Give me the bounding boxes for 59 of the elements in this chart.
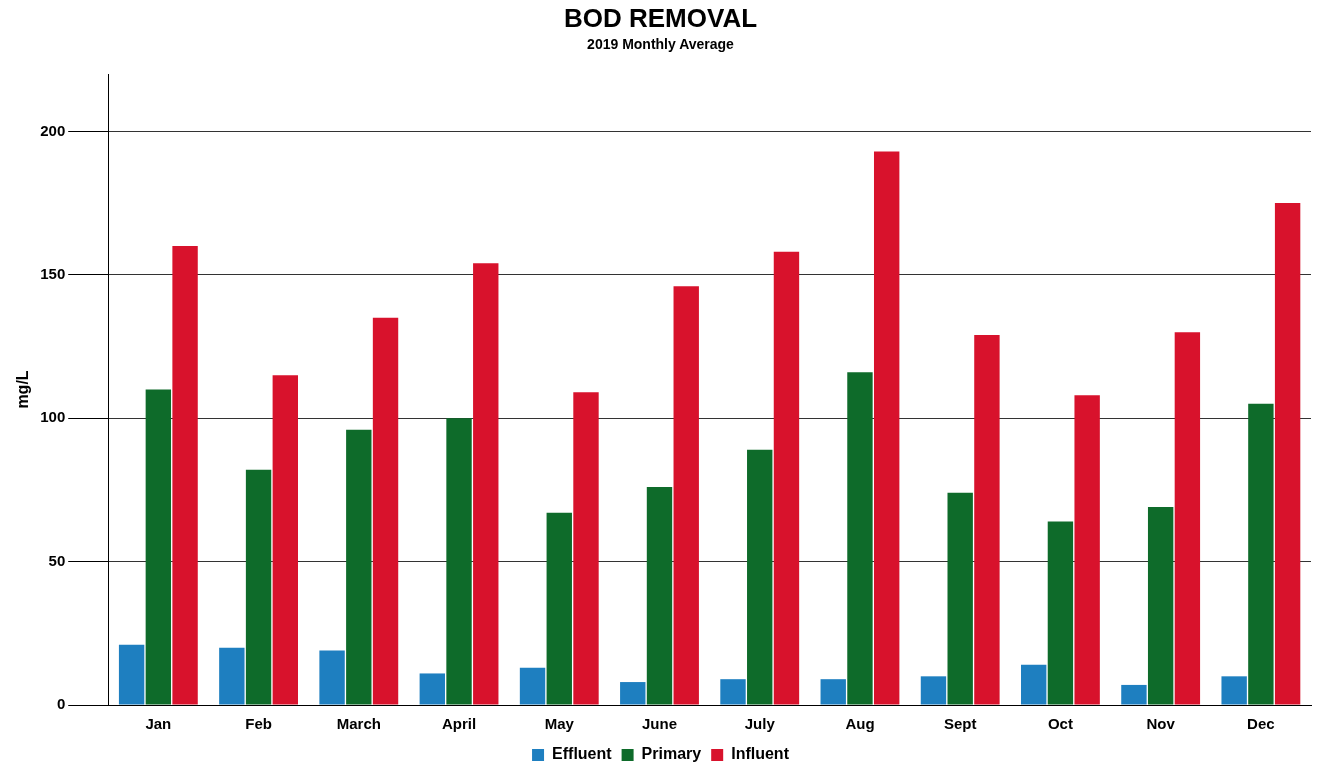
y-tick-label: 150	[40, 264, 66, 282]
x-tick-label: Oct	[1047, 715, 1073, 733]
bar	[372, 317, 399, 705]
x-tick-label: March	[336, 715, 381, 733]
y-tick-label: 100	[40, 408, 66, 426]
bar	[720, 679, 746, 705]
bar	[1021, 664, 1047, 705]
x-tick-label: June	[641, 715, 678, 733]
bar	[118, 644, 145, 705]
bar	[172, 246, 198, 705]
bar	[773, 251, 800, 705]
bar	[145, 389, 172, 705]
chart-title: BOD REMOVAL	[563, 2, 758, 33]
bar	[319, 650, 345, 705]
bar	[346, 429, 372, 705]
chart-subtitle: 2019 Monthly Average	[587, 36, 735, 53]
bar	[272, 375, 298, 705]
y-tick-label: 200	[40, 121, 66, 139]
y-tick-label: 0	[56, 695, 66, 713]
bar	[546, 512, 572, 705]
bar	[1147, 507, 1174, 705]
bar	[1174, 332, 1201, 705]
bar	[873, 151, 900, 705]
x-tick-label: Sept	[943, 715, 977, 733]
bar	[747, 449, 773, 705]
bar	[1274, 203, 1301, 705]
bar	[1074, 395, 1100, 705]
legend-label: Effluent	[552, 745, 613, 763]
legend-label: Primary	[641, 745, 702, 763]
bar	[419, 673, 445, 705]
bar	[1248, 403, 1274, 705]
x-tick-label: Jan	[145, 715, 172, 733]
bar	[820, 679, 846, 705]
x-tick-label: May	[544, 715, 575, 733]
bar	[1047, 521, 1074, 705]
bar	[245, 469, 272, 705]
y-tick-label: 50	[48, 551, 66, 569]
bar	[673, 286, 699, 705]
x-tick-label: July	[744, 715, 776, 733]
bar	[646, 487, 673, 705]
x-tick-label: Nov	[1146, 715, 1176, 733]
bar	[620, 682, 646, 705]
legend-label: Influent	[731, 745, 790, 763]
bar	[920, 676, 947, 705]
x-tick-label: Dec	[1247, 715, 1275, 733]
bar	[1121, 684, 1147, 705]
bar	[847, 372, 873, 705]
x-tick-label: April	[441, 715, 477, 733]
x-tick-label: Aug	[845, 715, 875, 733]
bar	[219, 647, 245, 705]
bar	[573, 392, 599, 705]
bar	[473, 263, 499, 705]
bar	[519, 667, 546, 705]
bar	[974, 335, 1000, 705]
bar	[947, 492, 973, 705]
x-tick-label: Feb	[245, 715, 272, 733]
bar	[446, 418, 472, 705]
bar	[1221, 676, 1247, 705]
y-axis-title: mg/L	[14, 370, 32, 409]
